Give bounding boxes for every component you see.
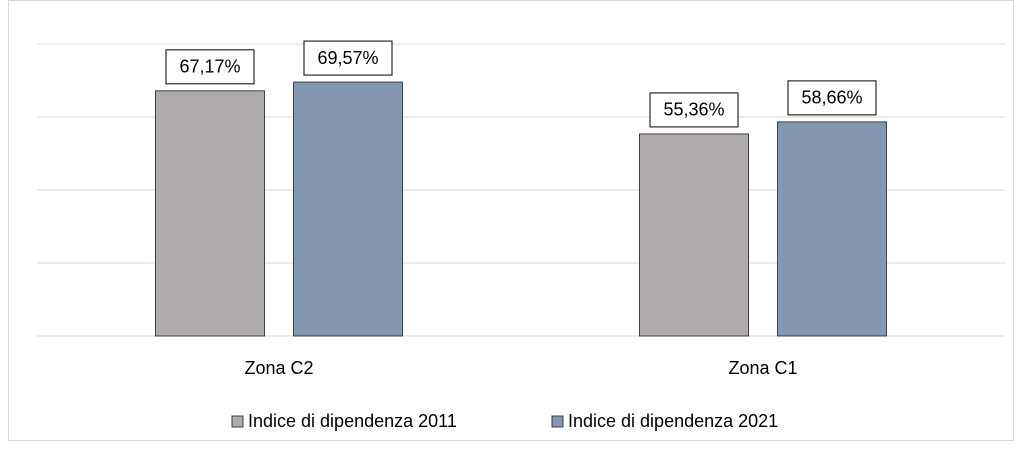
bar	[639, 133, 749, 337]
data-label: 58,66%	[801, 88, 862, 108]
data-label-box	[165, 49, 255, 85]
data-label-box	[649, 92, 739, 128]
bar	[155, 90, 265, 337]
data-label: 69,57%	[317, 48, 378, 68]
data-label-box	[303, 40, 393, 76]
bar	[293, 81, 403, 337]
data-label-box	[787, 80, 877, 116]
x-tick-label: Zona C2	[244, 358, 313, 378]
legend-label: Indice di dipendenza 2021	[568, 411, 778, 431]
bar	[777, 121, 887, 337]
data-label: 55,36%	[663, 100, 724, 120]
data-label: 67,17%	[179, 57, 240, 77]
legend-label: Indice di dipendenza 2011	[248, 411, 457, 431]
legend-swatch	[231, 415, 244, 428]
x-tick-label: Zona C1	[728, 358, 797, 378]
legend-swatch	[551, 415, 564, 428]
